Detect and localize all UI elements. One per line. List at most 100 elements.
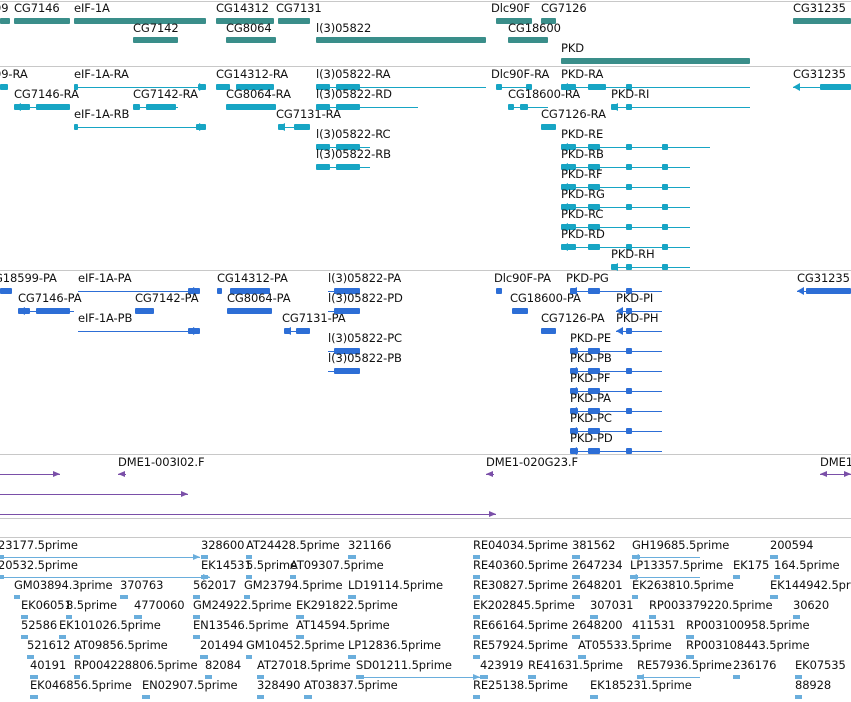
- feature-label[interactable]: 307031: [590, 598, 634, 612]
- feature-label[interactable]: RE30827.5prime: [473, 578, 568, 592]
- feature-label[interactable]: 88928: [795, 678, 832, 692]
- feature-label[interactable]: PKD-RG: [561, 187, 605, 201]
- feature-label[interactable]: 23177.5prime: [0, 538, 78, 552]
- feature-label[interactable]: l(3)05822-RA: [316, 67, 391, 81]
- feature-label[interactable]: 200594: [770, 538, 814, 552]
- feature-label[interactable]: AT09856.5prime: [74, 638, 168, 652]
- feature-label[interactable]: GM03894.3prime: [14, 578, 113, 592]
- feature-label[interactable]: 328600: [201, 538, 245, 552]
- feature-label[interactable]: EK101026.5prime: [59, 618, 161, 632]
- feature-label[interactable]: CG7126-PA: [541, 311, 605, 325]
- feature-label[interactable]: EK291822.5prime: [296, 598, 398, 612]
- feature-label[interactable]: 5.5prime: [246, 558, 297, 572]
- feature-label[interactable]: PKD-RC: [561, 207, 604, 221]
- feature-label[interactable]: LD19114.5prime: [348, 578, 443, 592]
- feature-label[interactable]: CG31235: [797, 271, 850, 285]
- feature-label[interactable]: 562017: [193, 578, 237, 592]
- feature-label[interactable]: EK046856.5prime: [30, 678, 132, 692]
- feature-label[interactable]: RE66164.5prime: [473, 618, 568, 632]
- feature-label[interactable]: CG7126: [541, 1, 587, 15]
- feature-label[interactable]: PKD-RB: [561, 147, 604, 161]
- feature-label[interactable]: GM24922.5prime: [193, 598, 292, 612]
- feature-label[interactable]: RE40360.5prime: [473, 558, 568, 572]
- feature-label[interactable]: AT03837.5prime: [304, 678, 398, 692]
- feature-label[interactable]: PKD-PE: [570, 331, 612, 345]
- feature-label[interactable]: PKD-RI: [611, 87, 650, 101]
- feature-label[interactable]: l(3)05822-RD: [316, 87, 392, 101]
- feature-label[interactable]: CG31235: [793, 1, 846, 15]
- feature-label[interactable]: 164.5prime: [774, 558, 840, 572]
- feature-label[interactable]: CG7142-RA: [133, 87, 198, 101]
- feature-label[interactable]: CG8064: [226, 21, 272, 35]
- feature-label[interactable]: RE25138.5prime: [473, 678, 568, 692]
- feature-label[interactable]: PKD-PF: [570, 371, 611, 385]
- feature-label[interactable]: PKD-PB: [570, 351, 612, 365]
- feature-label[interactable]: CG7126-RA: [541, 107, 606, 121]
- feature-label[interactable]: CG14312-RA: [216, 67, 289, 81]
- feature-label[interactable]: SD01211.5prime: [356, 658, 452, 672]
- feature-label[interactable]: AT09307.5prime: [290, 558, 384, 572]
- feature-label[interactable]: CG7131-RA: [276, 107, 341, 121]
- feature-label[interactable]: CG7131: [276, 1, 322, 15]
- feature-label[interactable]: l(3)05822-PC: [328, 331, 402, 345]
- feature-label[interactable]: AT14594.5prime: [296, 618, 390, 632]
- feature-label[interactable]: GH19685.5prime: [632, 538, 730, 552]
- feature-label[interactable]: AT05533.5prime: [578, 638, 672, 652]
- feature-label[interactable]: l(3)05822-PA: [328, 271, 402, 285]
- feature-label[interactable]: EN13546.5prime: [193, 618, 289, 632]
- feature-label[interactable]: RP004228806.5prime: [74, 658, 198, 672]
- feature-label[interactable]: 2648200: [572, 618, 623, 632]
- feature-label[interactable]: RP003379220.5prime: [649, 598, 773, 612]
- feature-label[interactable]: 328490: [257, 678, 301, 692]
- feature-label[interactable]: CG8064-RA: [226, 87, 291, 101]
- feature-label[interactable]: 2647234: [572, 558, 623, 572]
- feature-label[interactable]: RP003108443.5prime: [686, 638, 810, 652]
- feature-label[interactable]: DME1: [820, 455, 851, 469]
- feature-label[interactable]: 99: [0, 1, 9, 15]
- feature-label[interactable]: PKD-PA: [570, 391, 611, 405]
- feature-label[interactable]: CG7146: [14, 1, 60, 15]
- feature-label[interactable]: CG7142-PA: [135, 291, 199, 305]
- feature-label[interactable]: PKD-RD: [561, 227, 605, 241]
- feature-label[interactable]: CG7146-RA: [14, 87, 79, 101]
- feature-label[interactable]: 40191: [30, 658, 67, 672]
- feature-label[interactable]: l(3)05822-RB: [316, 147, 391, 161]
- feature-label[interactable]: Dlc90F-RA: [491, 67, 550, 81]
- feature-label[interactable]: EK263810.5prime: [632, 578, 734, 592]
- feature-label[interactable]: 52586: [21, 618, 58, 632]
- feature-label[interactable]: AT24428.5prime: [246, 538, 340, 552]
- feature-label[interactable]: RE57924.5prime: [473, 638, 568, 652]
- feature-label[interactable]: EK06051: [21, 598, 72, 612]
- feature-label[interactable]: PKD-RA: [561, 67, 604, 81]
- feature-label[interactable]: PKD-PI: [616, 291, 654, 305]
- feature-label[interactable]: l(3)05822-PD: [328, 291, 403, 305]
- feature-label[interactable]: 2648201: [572, 578, 623, 592]
- feature-label[interactable]: 82084: [205, 658, 242, 672]
- feature-label[interactable]: PKD-RH: [611, 247, 655, 261]
- feature-label[interactable]: EK185231.5prime: [590, 678, 692, 692]
- feature-label[interactable]: l(3)05822-RC: [316, 127, 391, 141]
- feature-label[interactable]: 99-RA: [0, 67, 28, 81]
- feature-label[interactable]: PKD: [561, 41, 585, 55]
- feature-label[interactable]: RE04034.5prime: [473, 538, 568, 552]
- feature-label[interactable]: RE41631.5prime: [528, 658, 623, 672]
- feature-label[interactable]: LP13357.5prime: [630, 558, 723, 572]
- feature-label[interactable]: CG7142: [133, 21, 179, 35]
- feature-label[interactable]: 521612: [27, 638, 71, 652]
- feature-label[interactable]: PKD-PH: [616, 311, 659, 325]
- feature-label[interactable]: 381562: [572, 538, 616, 552]
- feature-label[interactable]: PKD-RF: [561, 167, 603, 181]
- feature-label[interactable]: PKD-RE: [561, 127, 604, 141]
- feature-label[interactable]: CG7131-PA: [282, 311, 346, 325]
- feature-label[interactable]: EN02907.5prime: [142, 678, 238, 692]
- feature-label[interactable]: CG7146-PA: [18, 291, 82, 305]
- feature-label[interactable]: 20532.5prime: [0, 558, 78, 572]
- feature-label[interactable]: eIF-1A-PA: [78, 271, 132, 285]
- feature-label[interactable]: RP003100958.5prime: [686, 618, 810, 632]
- feature-label[interactable]: CG14312-PA: [217, 271, 288, 285]
- feature-label[interactable]: AT27018.5prime: [257, 658, 351, 672]
- feature-label[interactable]: 321166: [348, 538, 392, 552]
- feature-label[interactable]: 201494: [200, 638, 244, 652]
- feature-label[interactable]: PKD-PD: [570, 431, 613, 445]
- feature-label[interactable]: EK14531: [201, 558, 252, 572]
